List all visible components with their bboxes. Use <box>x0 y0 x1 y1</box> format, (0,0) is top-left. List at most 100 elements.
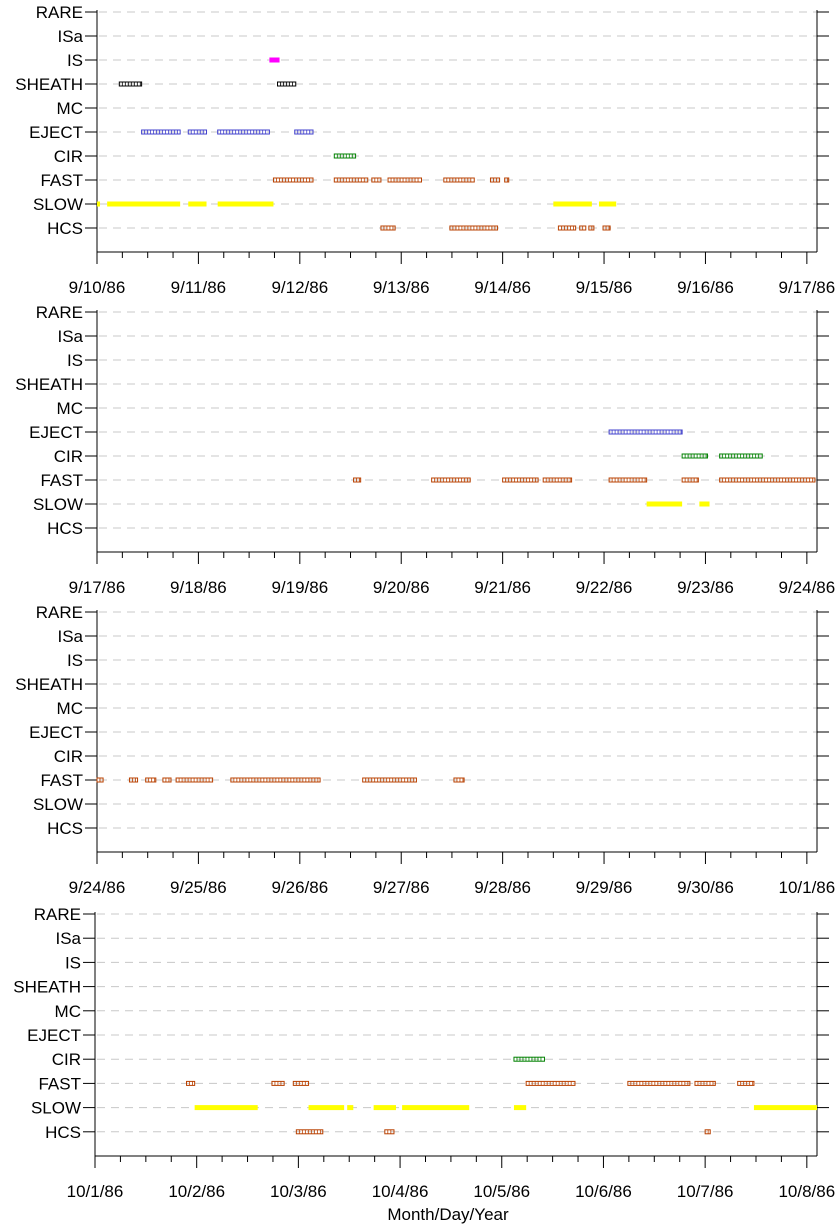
event-eject <box>187 129 208 135</box>
category-label-mc: MC <box>57 399 83 418</box>
event-is <box>269 57 280 63</box>
event-outline <box>627 1080 691 1086</box>
category-label-cir: CIR <box>54 447 83 466</box>
event-outline <box>162 777 172 783</box>
event-hcs <box>384 1129 395 1135</box>
event-fast <box>271 1080 285 1086</box>
event-outline <box>694 1080 716 1086</box>
x-tick-label: 10/4/86 <box>372 1182 429 1201</box>
event-slow <box>373 1105 397 1111</box>
event-fast <box>694 1080 716 1086</box>
event-fast <box>362 777 417 783</box>
category-label-rare: RARE <box>36 603 83 622</box>
event-sheath <box>118 81 143 87</box>
category-label-cir: CIR <box>52 1050 81 1069</box>
category-label-mc: MC <box>57 99 83 118</box>
category-label-isa: ISa <box>57 27 83 46</box>
event-outline <box>353 477 362 483</box>
x-tick-label: 9/28/86 <box>474 878 531 897</box>
category-label-isa: ISa <box>57 627 83 646</box>
event-outline <box>704 1129 711 1135</box>
event-outline <box>588 225 595 231</box>
x-tick-label: 9/17/86 <box>69 578 126 597</box>
x-tick-label: 9/29/86 <box>576 878 633 897</box>
event-outline <box>384 1129 395 1135</box>
event-outline <box>333 153 357 159</box>
event-eject <box>608 429 683 435</box>
category-label-mc: MC <box>57 699 83 718</box>
event-outline <box>525 1080 576 1086</box>
event-outline <box>272 177 314 183</box>
event-outline <box>292 1080 310 1086</box>
event-fast <box>627 1080 691 1086</box>
event-fast <box>489 177 501 183</box>
category-label-sheath: SHEATH <box>15 675 83 694</box>
category-label-eject: EJECT <box>27 1026 81 1045</box>
category-label-is: IS <box>67 51 83 70</box>
event-hcs <box>557 225 577 231</box>
event-eject <box>294 129 314 135</box>
event-fast <box>719 477 816 483</box>
category-label-fast: FAST <box>40 171 83 190</box>
event-slow <box>347 1105 354 1111</box>
event-fast <box>443 177 475 183</box>
category-label-eject: EJECT <box>29 423 83 442</box>
event-slow <box>402 1105 470 1111</box>
x-tick-label: 10/3/86 <box>270 1182 327 1201</box>
category-label-sheath: SHEATH <box>15 375 83 394</box>
x-tick-label: 9/13/86 <box>373 278 430 297</box>
event-outline <box>186 1080 196 1086</box>
event-fast <box>145 777 157 783</box>
event-outline <box>431 477 471 483</box>
event-fast <box>186 1080 196 1086</box>
x-tick-label: 9/23/86 <box>677 578 734 597</box>
event-slow <box>194 1105 258 1111</box>
category-label-mc: MC <box>55 1002 81 1021</box>
event-fast <box>431 477 471 483</box>
panel-2: RARE ISa IS SHEATH MC EJECT CIR FAST SLOW HCS 9/17… <box>15 303 835 597</box>
x-tick-label: 10/5/86 <box>473 1182 530 1201</box>
category-label-is: IS <box>65 953 81 972</box>
panel-1: RARE ISa IS SHEATH MC EJECT CIR FAST SLOW HCS 9/10… <box>15 3 835 297</box>
event-fast <box>96 777 104 783</box>
x-tick-label: 10/1/86 <box>778 878 835 897</box>
event-hcs <box>602 225 611 231</box>
category-label-sheath: SHEATH <box>15 75 83 94</box>
event-outline <box>333 177 369 183</box>
category-label-rare: RARE <box>36 303 83 322</box>
event-hcs <box>380 225 396 231</box>
event-outline <box>608 429 683 435</box>
event-slow <box>308 1105 345 1111</box>
event-fast <box>681 477 699 483</box>
category-label-rare: RARE <box>36 3 83 22</box>
category-label-hcs: HCS <box>47 219 83 238</box>
event-outline <box>118 81 143 87</box>
event-outline <box>141 129 181 135</box>
x-axis-label: Month/Day/Year <box>387 1205 509 1224</box>
event-hcs <box>295 1129 324 1135</box>
event-fast <box>737 1080 755 1086</box>
event-cir <box>719 453 763 459</box>
event-slow <box>699 501 710 507</box>
event-outline <box>681 453 708 459</box>
event-slow <box>553 201 592 207</box>
event-fast <box>504 177 510 183</box>
x-tick-label: 9/24/86 <box>69 878 126 897</box>
category-label-slow: SLOW <box>33 195 83 214</box>
panels-layer: RARE ISa IS SHEATH MC EJECT CIR FAST SLOW HCS 9/10… <box>13 3 835 1201</box>
category-label-hcs: HCS <box>47 519 83 538</box>
x-tick-label: 9/15/86 <box>576 278 633 297</box>
event-fast <box>353 477 362 483</box>
event-outline <box>371 177 382 183</box>
event-outline <box>608 477 648 483</box>
event-outline <box>681 477 699 483</box>
event-fast <box>292 1080 310 1086</box>
event-fast <box>175 777 214 783</box>
event-hcs <box>449 225 499 231</box>
x-tick-label: 10/2/86 <box>168 1182 225 1201</box>
x-tick-label: 9/17/86 <box>778 278 835 297</box>
x-tick-label: 9/11/86 <box>171 278 226 297</box>
category-label-is: IS <box>67 351 83 370</box>
panel-3: RARE ISa IS SHEATH MC EJECT CIR FAST SLOW HCS 9/24… <box>15 603 835 897</box>
